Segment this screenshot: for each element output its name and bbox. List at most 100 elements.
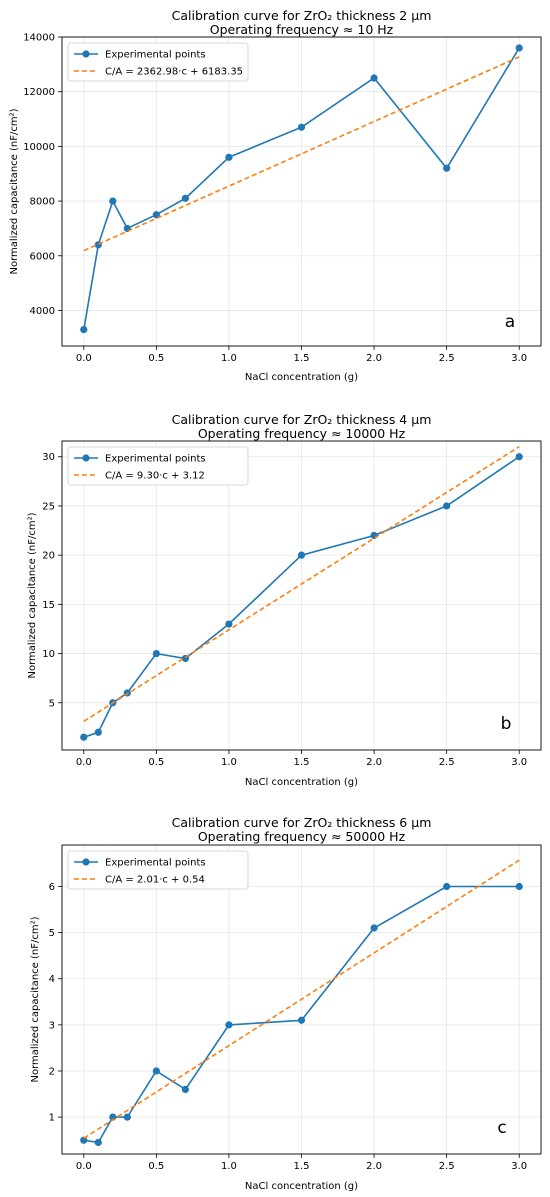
panel-letter: b (501, 714, 512, 734)
x-tick-label: 0.0 (76, 757, 92, 768)
data-point (181, 194, 189, 202)
x-tick-label: 0.5 (148, 353, 164, 364)
x-tick-label: 2.5 (439, 757, 455, 768)
fit-line (83, 446, 520, 722)
legend-entry: Experimental points (105, 858, 206, 869)
panel-letter: c (497, 1118, 506, 1138)
legend-experimental-marker (82, 858, 90, 866)
chart-panel-c: Calibration curve for ZrO₂ thickness 6 μ… (30, 815, 542, 1192)
data-point (152, 211, 160, 219)
y-tick-label: 10000 (23, 142, 55, 153)
data-point (225, 620, 233, 628)
y-tick-label: 20 (42, 551, 55, 562)
x-tick-label: 1.5 (294, 757, 310, 768)
x-axis-label: NaCl concentration (g) (245, 1181, 358, 1192)
data-point (94, 728, 102, 736)
y-tick-label: 30 (42, 452, 55, 463)
chart-subtitle: Operating frequency ≈ 50000 Hz (198, 829, 406, 844)
x-tick-label: 1.5 (294, 1161, 310, 1172)
data-point (370, 531, 378, 540)
y-tick-label: 10 (42, 649, 55, 660)
y-tick-label: 3 (49, 1020, 55, 1031)
x-tick-label: 0.0 (76, 353, 92, 364)
legend-box (67, 42, 249, 82)
x-tick-label: 3.0 (511, 353, 527, 364)
y-tick-label: 14000 (23, 33, 55, 44)
legend-entry: C/A = 2362.98·c + 6183.35 (105, 67, 243, 78)
x-tick-label: 2.5 (439, 353, 455, 364)
data-point (370, 924, 378, 932)
x-tick-label: 0.5 (148, 757, 164, 768)
fit-line-series (83, 446, 520, 722)
x-tick-label: 1.5 (294, 353, 310, 364)
x-tick-label: 2.0 (366, 1161, 382, 1172)
x-tick-label: 2.5 (439, 1161, 455, 1172)
x-tick-label: 1.0 (221, 1161, 237, 1172)
data-point (225, 153, 233, 161)
chart-subtitle: Operating frequency ≈ 10 Hz (210, 22, 394, 37)
data-point (515, 44, 523, 52)
y-axis-label: Normalized capacitance (nF/cm²) (9, 108, 20, 274)
fit-line-series (83, 859, 520, 1139)
data-point (80, 325, 88, 334)
x-tick-label: 1.0 (221, 353, 237, 364)
data-point (80, 733, 88, 741)
y-tick-label: 2 (49, 1066, 55, 1077)
data-point (515, 453, 523, 461)
y-tick-label: 25 (42, 501, 55, 512)
grid-lines (62, 36, 541, 346)
legend-entry: Experimental points (105, 454, 206, 465)
data-point (123, 1113, 131, 1121)
y-tick-label: 1 (49, 1113, 55, 1124)
data-point (109, 197, 117, 205)
y-axis-label: Normalized capacitance (nF/cm²) (27, 512, 38, 678)
panel-letter: a (505, 312, 515, 332)
data-point (443, 164, 451, 172)
x-tick-label: 2.0 (366, 353, 382, 364)
x-tick-label: 1.0 (221, 757, 237, 768)
data-point (515, 882, 523, 891)
data-point (297, 1016, 306, 1024)
legend-box (67, 446, 249, 486)
legend: Experimental points C/A = 9.30·c + 3.12 (67, 446, 249, 486)
y-tick-label: 6000 (30, 251, 55, 262)
y-tick-label: 4 (49, 974, 55, 985)
legend: Experimental points C/A = 2.01·c + 0.54 (67, 850, 249, 890)
data-point (297, 123, 306, 131)
legend: Experimental points C/A = 2362.98·c + 618… (67, 42, 249, 82)
chart-subtitle: Operating frequency ≈ 10000 Hz (198, 426, 406, 441)
chart-panel-b: Calibration curve for ZrO₂ thickness 4 μ… (27, 412, 542, 788)
x-tick-label: 3.0 (511, 757, 527, 768)
y-tick-label: 6 (49, 882, 55, 893)
x-tick-label: 2.0 (366, 757, 382, 768)
y-tick-label: 15 (42, 600, 55, 611)
data-point (297, 551, 306, 559)
data-point (443, 502, 451, 510)
y-tick-label: 8000 (30, 197, 55, 208)
legend-entry: C/A = 2.01·c + 0.54 (105, 875, 205, 886)
legend-entry: C/A = 9.30·c + 3.12 (105, 471, 205, 482)
legend-experimental-marker (82, 454, 90, 462)
x-axis-label: NaCl concentration (g) (245, 777, 358, 788)
data-point (152, 649, 160, 658)
y-tick-label: 5 (49, 698, 55, 709)
y-tick-label: 12000 (23, 87, 55, 98)
y-tick-label: 5 (49, 928, 55, 939)
chart-title: Calibration curve for ZrO₂ thickness 6 μ… (172, 815, 432, 830)
chart-title: Calibration curve for ZrO₂ thickness 4 μ… (172, 412, 432, 427)
x-tick-label: 3.0 (511, 1161, 527, 1172)
chart-panel-a: Calibration curve for ZrO₂ thickness 2 μ… (9, 8, 542, 383)
data-point (225, 1021, 233, 1029)
experimental-series (80, 44, 523, 334)
chart-title: Calibration curve for ZrO₂ thickness 2 μ… (172, 8, 432, 23)
y-tick-label: 4000 (30, 306, 55, 317)
grid-lines (62, 845, 541, 1154)
data-point (94, 1138, 102, 1147)
fit-line (83, 859, 520, 1139)
x-tick-label: 0.5 (148, 1161, 164, 1172)
data-point (370, 74, 378, 82)
x-axis-label: NaCl concentration (g) (245, 372, 358, 383)
legend-box (67, 850, 249, 890)
x-tick-label: 0.0 (76, 1161, 92, 1172)
